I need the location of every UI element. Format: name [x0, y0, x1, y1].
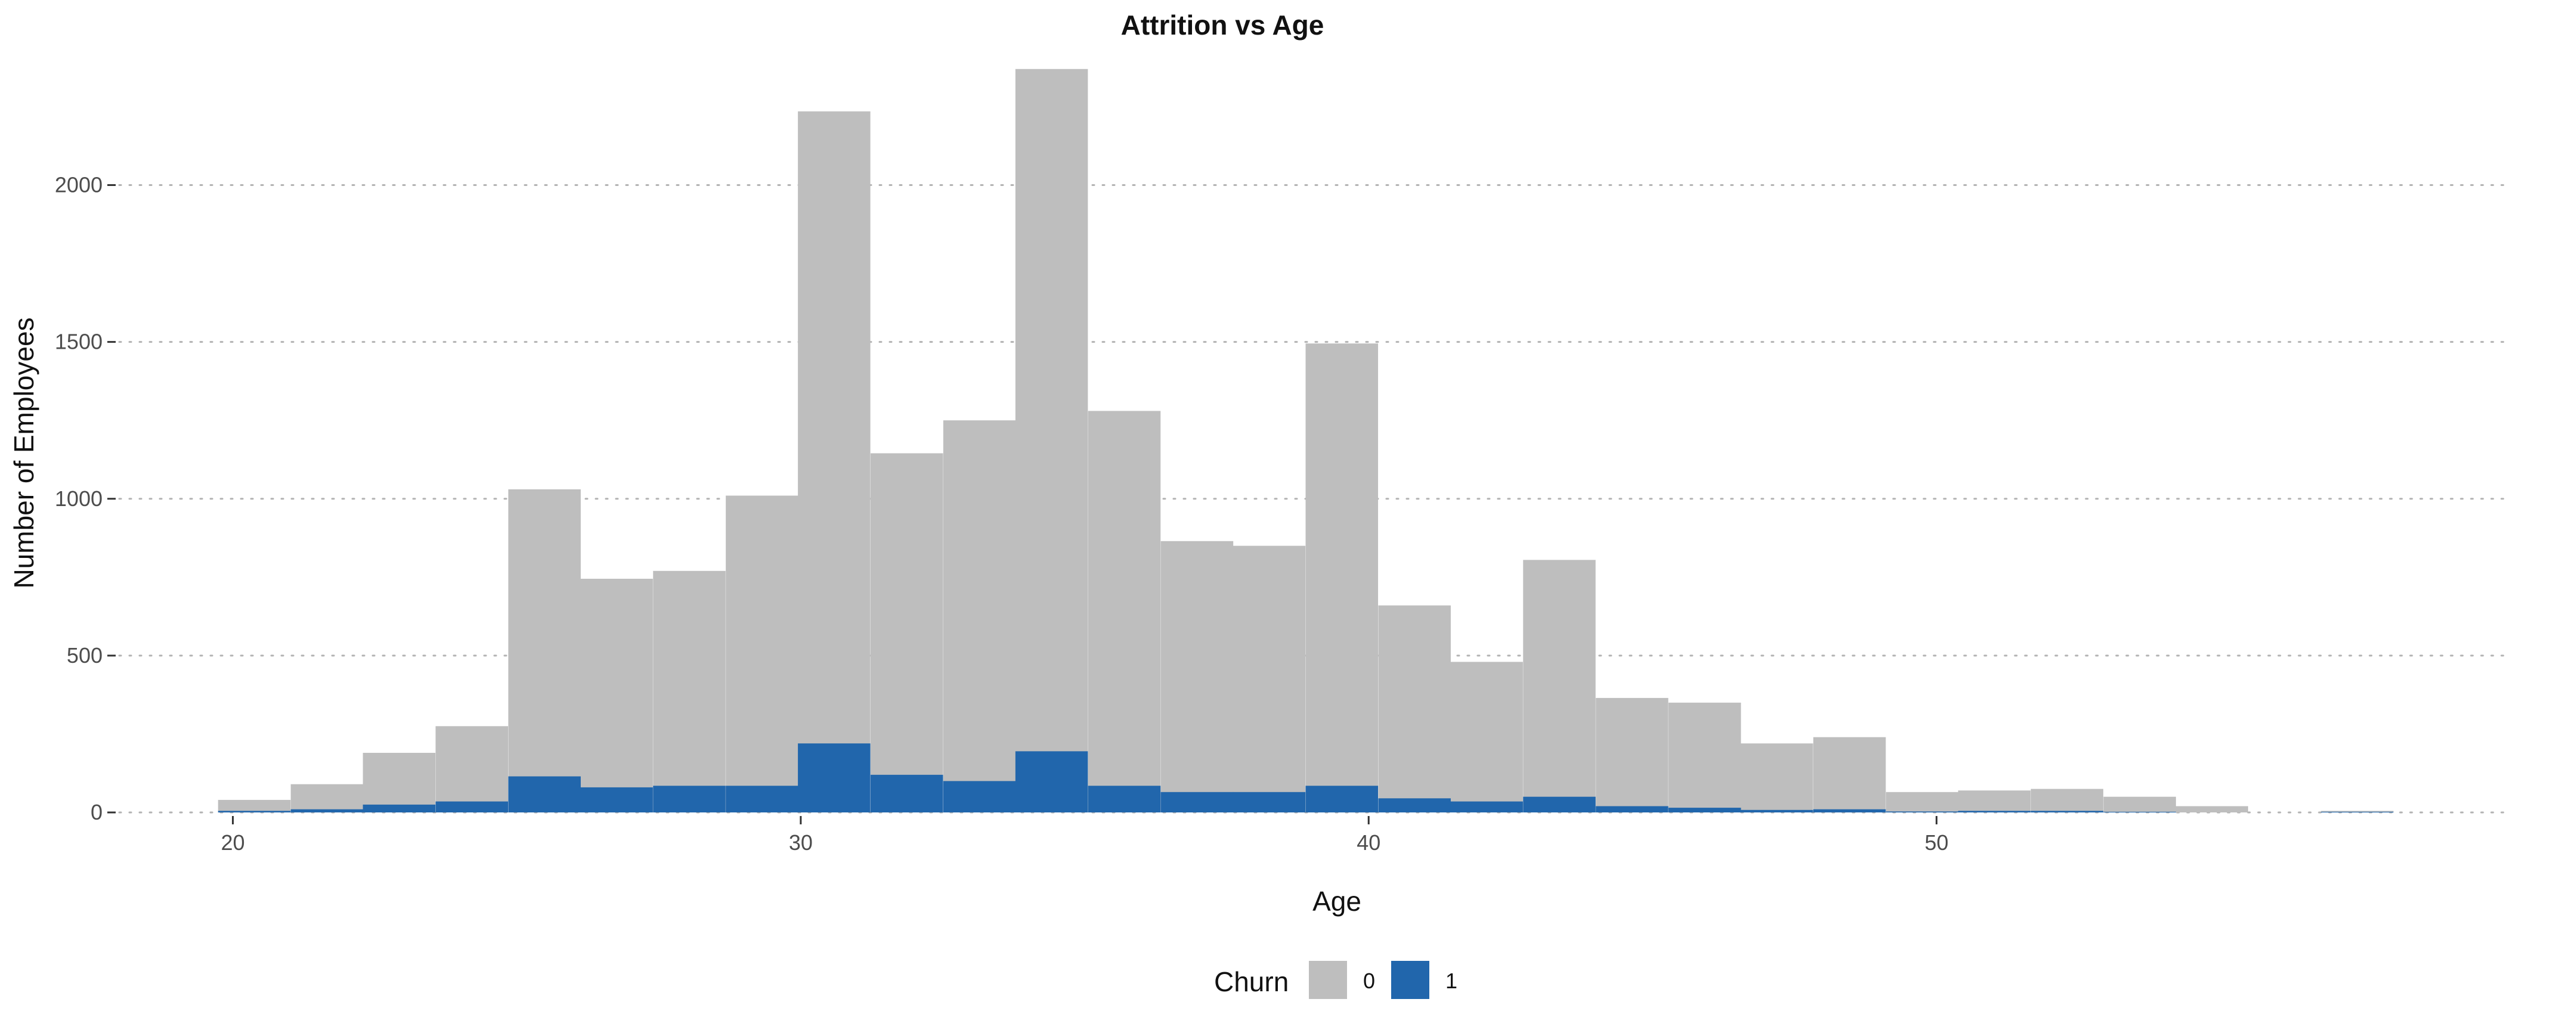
bar-series-1 [363, 804, 436, 812]
bar-series-0 [1813, 737, 1886, 812]
bar-series-0 [2103, 796, 2176, 812]
legend-key-0 [1309, 961, 1347, 999]
bar-series-1 [1160, 792, 1234, 812]
bar-series-0 [1958, 790, 2031, 812]
bar-series-1 [1885, 811, 1959, 812]
bar-series-0 [435, 726, 508, 812]
bar-series-0 [1160, 541, 1234, 812]
bar-series-0 [1741, 743, 1813, 812]
bar-series-1 [653, 786, 726, 812]
bar-series-0 [1088, 411, 1161, 812]
bar-series-1 [1378, 798, 1451, 812]
bar-series-1 [1015, 751, 1088, 812]
bar-series-0 [798, 111, 871, 812]
bar-series-0 [1885, 792, 1959, 812]
bar-series-0 [580, 578, 653, 812]
bar-series-0 [1305, 343, 1379, 812]
series-0-bars [218, 69, 2394, 813]
bar-series-1 [218, 811, 291, 812]
bar-series-0 [2175, 806, 2249, 812]
bar-series-0 [290, 784, 364, 812]
legend-title: Churn [1214, 966, 1289, 997]
legend-key-1 [1391, 961, 1429, 999]
bar-series-1 [435, 801, 508, 812]
bar-series-0 [508, 489, 581, 812]
bar-series-1 [1668, 808, 1741, 812]
bar-series-1 [1813, 809, 1886, 812]
bar-series-0 [871, 453, 943, 812]
chart-title: Attrition vs Age [1121, 10, 1324, 41]
bar-series-0 [218, 799, 291, 812]
x-tick-label: 40 [1357, 830, 1380, 855]
y-tick-label: 0 [91, 800, 103, 824]
bar-series-1 [1450, 801, 1523, 812]
bar-series-1 [1233, 792, 1306, 812]
bar-series-0 [1523, 560, 1596, 812]
bar-series-0 [1596, 697, 1668, 812]
bar-series-1 [1596, 806, 1668, 812]
bar-series-0 [2321, 811, 2394, 812]
bar-series-0 [1233, 545, 1306, 812]
bar-series-0 [1450, 662, 1523, 812]
bar-series-1 [943, 781, 1016, 812]
y-tick-label: 2000 [55, 173, 103, 197]
bar-series-1 [798, 743, 871, 812]
bar-series-1 [1958, 811, 2031, 812]
x-tick-label: 30 [789, 830, 813, 855]
legend-label-0: 0 [1363, 969, 1375, 993]
legend: Churn 0 1 [1214, 961, 1457, 999]
bar-series-1 [2030, 811, 2104, 812]
x-tick-label: 20 [221, 830, 244, 855]
bar-series-0 [2030, 789, 2104, 812]
y-tick-label: 500 [67, 643, 103, 668]
bar-series-1 [726, 786, 798, 812]
y-axis: 0 500 1000 1500 2000 [55, 173, 116, 824]
y-axis-title: Number of Employees [8, 317, 39, 588]
bar-series-1 [290, 809, 364, 812]
series-1-bars [218, 743, 2394, 812]
bar-series-1 [1088, 786, 1161, 812]
bar-series-0 [1668, 702, 1741, 812]
x-axis-title: Age [1312, 886, 1361, 917]
bar-series-1 [871, 774, 943, 812]
bar-series-0 [1015, 69, 1088, 813]
y-tick-label: 1500 [55, 330, 103, 354]
bar-series-0 [363, 753, 436, 812]
bar-series-1 [508, 776, 581, 812]
bar-series-1 [1523, 796, 1596, 812]
bar-series-1 [1305, 786, 1379, 812]
legend-label-1: 1 [1445, 969, 1457, 993]
y-tick-label: 1000 [55, 486, 103, 511]
bar-series-1 [580, 787, 653, 812]
bar-series-0 [1378, 605, 1451, 812]
bar-series-0 [943, 420, 1016, 812]
x-tick-label: 50 [1925, 830, 1949, 855]
x-axis: 20 30 40 50 [221, 816, 1949, 855]
bar-series-0 [653, 570, 726, 812]
bar-series-1 [1741, 809, 1813, 812]
bar-series-0 [726, 495, 798, 812]
